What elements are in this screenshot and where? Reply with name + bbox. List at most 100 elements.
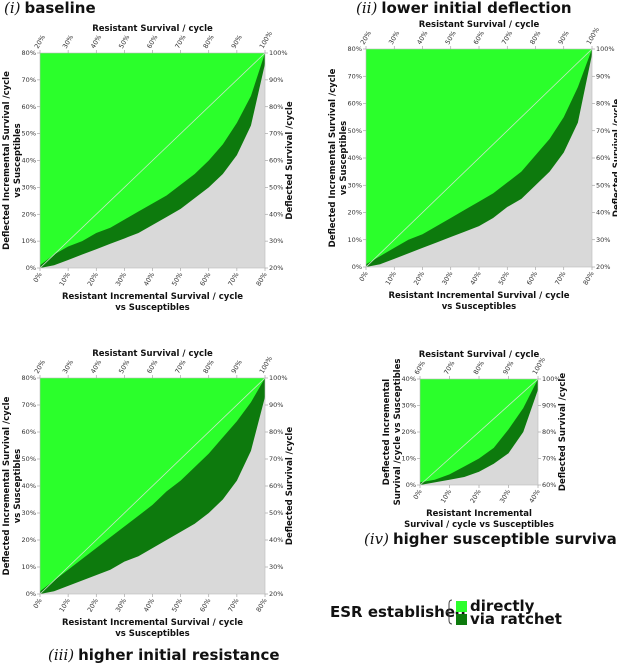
y-axis-title: vs Susceptibles xyxy=(339,121,349,195)
x2-tick-label: 70% xyxy=(442,359,456,376)
x2-tick-label: 30% xyxy=(387,29,401,46)
x-tick-label: 20% xyxy=(412,270,426,287)
y-tick-label: 10% xyxy=(348,236,362,244)
y-tick-label: 70% xyxy=(22,76,36,84)
panel-numeral: (iii) xyxy=(48,646,74,664)
y2-axis-title: Deflected Survival /cycle xyxy=(558,373,568,491)
panel-title: (ii) lower initial deflection xyxy=(356,0,572,17)
x-axis-title: vs Susceptibles xyxy=(442,302,516,312)
y2-tick-label: 70% xyxy=(269,130,283,138)
x2-tick-label: 80% xyxy=(472,359,486,376)
x2-tick-label: 100% xyxy=(258,355,274,375)
x2-tick-label: 90% xyxy=(557,29,571,46)
y-tick-label: 50% xyxy=(348,127,362,135)
x-axis-title: Resistant Incremental Survival / cycle xyxy=(62,618,243,628)
x-axis-title: Resistant Incremental xyxy=(426,509,532,519)
y-tick-label: 60% xyxy=(348,100,362,108)
y-tick-label: 80% xyxy=(22,49,36,57)
x2-tick-label: 20% xyxy=(33,33,47,50)
region-direct xyxy=(420,379,538,483)
y-tick-label: 60% xyxy=(22,103,36,111)
diagonal xyxy=(39,52,266,269)
diagonal xyxy=(419,378,539,486)
y2-tick-label: 100% xyxy=(542,375,561,383)
x2-tick-label: 50% xyxy=(117,358,131,375)
x2-tick-label: 40% xyxy=(415,29,429,46)
x2-tick-label: 100% xyxy=(258,30,274,50)
panel-title: (iv) higher susceptible survival xyxy=(364,530,617,548)
x-tick-label: 50% xyxy=(170,271,184,288)
x-tick-label: 60% xyxy=(198,597,212,614)
y-tick-label: 30% xyxy=(402,402,416,410)
y-tick-label: 70% xyxy=(22,401,36,409)
y2-tick-label: 30% xyxy=(269,237,283,245)
panel-title-text: lower initial deflection xyxy=(381,0,571,17)
x2-tick-label: 90% xyxy=(230,33,244,50)
x-tick-label: 40% xyxy=(142,271,156,288)
y2-tick-label: 60% xyxy=(596,154,610,162)
x-tick-label: 30% xyxy=(114,271,128,288)
region-direct xyxy=(40,53,265,266)
x2-tick-label: 40% xyxy=(89,33,103,50)
y-axis-title: Deflected Incremental Survival /cycle xyxy=(2,71,12,250)
panel-title-text: higher susceptible survival xyxy=(393,530,617,548)
y2-tick-label: 50% xyxy=(596,181,610,189)
panel-title-text: higher initial resistance xyxy=(78,646,279,664)
y2-tick-label: 30% xyxy=(269,563,283,571)
y-axis-title: Survival /cycle vs Susceptibles xyxy=(393,359,403,506)
x2-tick-label: 80% xyxy=(528,29,542,46)
y2-tick-label: 50% xyxy=(269,509,283,517)
x2-axis-title: Resistant Survival / cycle xyxy=(92,349,213,359)
y-tick-label: 50% xyxy=(22,455,36,463)
y2-tick-label: 100% xyxy=(269,374,288,382)
region-direct xyxy=(40,378,265,592)
x-tick-label: 80% xyxy=(255,271,269,288)
y-tick-label: 0% xyxy=(352,263,362,271)
y-tick-label: 20% xyxy=(22,536,36,544)
x2-tick-label: 60% xyxy=(145,33,159,50)
y2-tick-label: 80% xyxy=(596,100,610,108)
y-tick-label: 0% xyxy=(26,264,36,272)
y-axis-title: vs Susceptibles xyxy=(13,123,23,197)
y2-tick-label: 90% xyxy=(596,72,610,80)
x-tick-label: 10% xyxy=(384,270,398,287)
x2-tick-label: 30% xyxy=(61,358,75,375)
x-tick-label: 10% xyxy=(439,488,453,505)
x2-axis-title: Resistant Survival / cycle xyxy=(92,24,213,34)
legend-swatch xyxy=(456,614,467,625)
x-tick-label: 30% xyxy=(440,270,454,287)
x2-axis-title: Resistant Survival / cycle xyxy=(419,20,540,30)
y2-axis-title: Deflected Survival /cycle xyxy=(285,427,295,545)
y-tick-label: 30% xyxy=(348,181,362,189)
y-tick-label: 50% xyxy=(22,130,36,138)
x-tick-label: 70% xyxy=(226,271,240,288)
y2-tick-label: 100% xyxy=(269,49,288,57)
y2-tick-label: 40% xyxy=(596,209,610,217)
x-tick-label: 80% xyxy=(255,597,269,614)
y-tick-label: 20% xyxy=(348,209,362,217)
y2-tick-label: 70% xyxy=(542,455,556,463)
x-tick-label: 0% xyxy=(358,270,370,283)
x-tick-label: 20% xyxy=(469,488,483,505)
x2-tick-label: 70% xyxy=(173,33,187,50)
x-tick-label: 40% xyxy=(469,270,483,287)
y-tick-label: 20% xyxy=(22,210,36,218)
y2-tick-label: 40% xyxy=(269,210,283,218)
y-tick-label: 0% xyxy=(26,590,36,598)
y2-tick-label: 80% xyxy=(269,103,283,111)
y-tick-label: 40% xyxy=(22,482,36,490)
y-axis-title: Deflected Incremental Survival /cycle xyxy=(2,396,12,575)
x-axis-title: Survival / cycle vs Susceptibles xyxy=(404,520,554,530)
y2-tick-label: 100% xyxy=(596,45,615,53)
y-tick-label: 10% xyxy=(22,237,36,245)
y-tick-label: 20% xyxy=(402,428,416,436)
x2-tick-label: 80% xyxy=(202,33,216,50)
x-tick-label: 80% xyxy=(582,270,596,287)
y-tick-label: 40% xyxy=(402,375,416,383)
x2-tick-label: 100% xyxy=(585,26,601,46)
y-tick-label: 30% xyxy=(22,509,36,517)
x-tick-label: 70% xyxy=(226,597,240,614)
x-axis-title: Resistant Incremental Survival / cycle xyxy=(388,291,569,301)
y-tick-label: 80% xyxy=(348,45,362,53)
